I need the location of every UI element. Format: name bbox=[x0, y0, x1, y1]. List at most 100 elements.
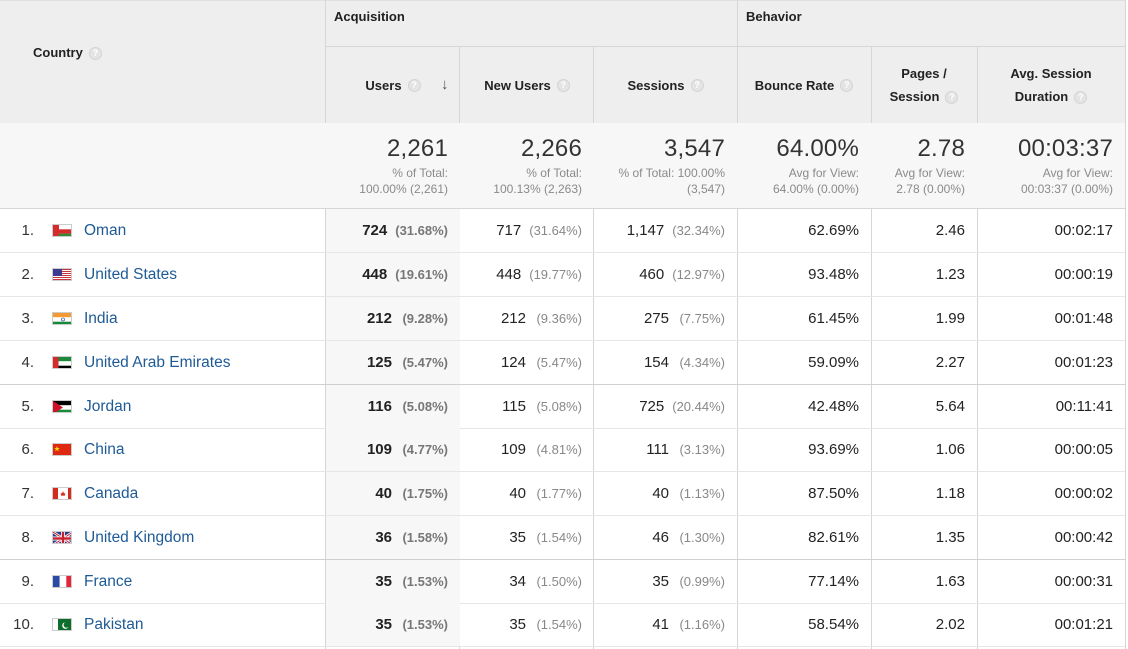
avg-session-duration-column-header[interactable]: Avg. Session Duration? bbox=[977, 47, 1125, 123]
row-rank: 4. bbox=[21, 354, 34, 371]
users-total-detail: 100.00% (2,261) bbox=[359, 182, 448, 196]
sessions-value: 46 bbox=[652, 529, 669, 546]
help-icon[interactable]: ? bbox=[1074, 91, 1088, 105]
us-flag-icon bbox=[52, 268, 72, 281]
new-users-value: 115 bbox=[502, 398, 526, 415]
sessions-percent: (7.75%) bbox=[679, 311, 725, 326]
new-users-percent: (1.50%) bbox=[536, 574, 582, 589]
pages-session-cell: 1.63 bbox=[935, 573, 965, 590]
sessions-value: 111 bbox=[646, 441, 669, 458]
bounce-rate-header-label: Bounce Rate bbox=[754, 77, 835, 93]
avg-duration-total-detail: 00:03:37 (0.00%) bbox=[1020, 182, 1113, 196]
table-row: 5. Jordan 116 (5.08%) 115 (5.08%) 725 (20.44%) 4… bbox=[0, 385, 1125, 429]
country-link[interactable]: France bbox=[84, 573, 133, 590]
users-percent: (19.61%) bbox=[395, 267, 448, 282]
country-column-header[interactable]: Country? bbox=[33, 45, 102, 61]
help-icon[interactable]: ? bbox=[945, 91, 959, 105]
sessions-percent: (3.13%) bbox=[679, 442, 725, 457]
users-cell: 35 (1.53%) bbox=[326, 603, 460, 646]
avg-duration-cell: 00:02:17 bbox=[1054, 222, 1113, 239]
bounce-rate-total-caption: Avg for View: bbox=[788, 166, 859, 180]
new-users-cell: 109 (4.81%) bbox=[460, 428, 594, 471]
sessions-value: 41 bbox=[652, 616, 669, 633]
country-link[interactable]: United Kingdom bbox=[84, 529, 195, 546]
bounce-rate-total-value: 64.00% bbox=[776, 135, 859, 162]
sessions-total-caption: % of Total: 100.00% bbox=[618, 166, 725, 180]
sort-descending-icon[interactable]: ↓ bbox=[441, 76, 449, 93]
country-link[interactable]: United States bbox=[84, 266, 178, 283]
row-rank: 5. bbox=[21, 398, 34, 415]
sessions-column-header[interactable]: Sessions? bbox=[594, 47, 737, 123]
sessions-percent: (4.34%) bbox=[679, 355, 725, 370]
row-rank: 10. bbox=[13, 616, 34, 633]
new-users-value: 448 bbox=[496, 266, 522, 283]
sessions-value: 725 bbox=[639, 398, 665, 415]
help-icon[interactable]: ? bbox=[690, 78, 704, 92]
users-cell: 724 (31.68%) bbox=[326, 209, 460, 252]
country-link[interactable]: Jordan bbox=[84, 398, 132, 415]
new-users-percent: (1.54%) bbox=[536, 530, 582, 545]
new-users-percent: (31.64%) bbox=[529, 223, 582, 238]
new-users-cell: 115 (5.08%) bbox=[460, 385, 594, 428]
bounce-rate-column-header[interactable]: Bounce Rate? bbox=[737, 47, 871, 123]
users-cell: 40 (1.75%) bbox=[326, 472, 460, 515]
help-icon[interactable]: ? bbox=[407, 78, 421, 92]
sessions-cell: 46 (1.30%) bbox=[594, 516, 737, 559]
new-users-column-header[interactable]: New Users? bbox=[460, 47, 594, 123]
row-rank: 2. bbox=[21, 266, 34, 283]
uk-flag-icon bbox=[52, 531, 72, 544]
row-rank: 3. bbox=[21, 310, 34, 327]
users-percent: (1.58%) bbox=[402, 530, 448, 545]
users-cell: 109 (4.77%) bbox=[326, 428, 460, 471]
users-value: 109 bbox=[366, 441, 392, 458]
table-header bbox=[0, 0, 1125, 123]
bounce-rate-cell: 58.54% bbox=[808, 616, 859, 633]
help-icon[interactable]: ? bbox=[556, 78, 570, 92]
users-total-value: 2,261 bbox=[386, 135, 448, 162]
country-link[interactable]: Canada bbox=[84, 485, 139, 502]
pages-session-header-line2: Session bbox=[889, 89, 940, 104]
country-link[interactable]: United Arab Emirates bbox=[84, 354, 231, 371]
bounce-rate-cell: 82.61% bbox=[808, 529, 859, 546]
behavior-group-label: Behavior bbox=[746, 9, 802, 24]
users-value: 212 bbox=[366, 310, 392, 327]
users-total: 2,261 % of Total: 100.00% (2,261) bbox=[326, 123, 460, 209]
avg-duration-total-value: 00:03:37 bbox=[1017, 135, 1113, 162]
bounce-rate-cell: 93.48% bbox=[808, 266, 859, 283]
china-flag-icon bbox=[52, 443, 72, 456]
totals-row bbox=[0, 123, 1125, 209]
new-users-value: 212 bbox=[500, 310, 526, 327]
new-users-percent: (4.81%) bbox=[536, 442, 582, 457]
users-column-header[interactable]: Users? bbox=[326, 47, 460, 123]
bounce-rate-total: 64.00% Avg for View: 64.00% (0.00%) bbox=[737, 123, 871, 209]
bounce-rate-cell: 61.45% bbox=[808, 310, 859, 327]
help-icon[interactable]: ? bbox=[88, 47, 102, 61]
pages-session-cell: 1.06 bbox=[935, 441, 965, 458]
bounce-rate-cell: 59.09% bbox=[808, 354, 859, 371]
users-value: 125 bbox=[366, 354, 392, 371]
users-cell: 212 (9.28%) bbox=[326, 297, 460, 340]
country-link[interactable]: Oman bbox=[84, 222, 127, 239]
sessions-value: 35 bbox=[652, 573, 669, 590]
sessions-cell: 35 (0.99%) bbox=[594, 560, 737, 603]
users-value: 35 bbox=[375, 573, 392, 590]
pages-session-column-header[interactable]: Pages / Session? bbox=[871, 47, 977, 123]
table-row: 9. France 35 (1.53%) 34 (1.50%) 35 (0.99%) 77.14… bbox=[0, 560, 1125, 604]
country-link[interactable]: Pakistan bbox=[84, 616, 144, 633]
help-icon[interactable]: ? bbox=[840, 78, 854, 92]
country-header-label: Country bbox=[33, 45, 83, 60]
country-link[interactable]: China bbox=[84, 441, 125, 458]
sessions-percent: (1.16%) bbox=[679, 617, 725, 632]
country-link[interactable]: India bbox=[84, 310, 118, 327]
new-users-percent: (5.08%) bbox=[536, 399, 582, 414]
new-users-cell: 35 (1.54%) bbox=[460, 603, 594, 646]
avg-duration-total-caption: Avg for View: bbox=[1042, 166, 1113, 180]
pakistan-flag-icon bbox=[52, 618, 72, 631]
sessions-percent: (20.44%) bbox=[672, 399, 725, 414]
users-value: 448 bbox=[362, 266, 388, 283]
table-row: 2. United States 448 (19.61%) 448 (19.77%) 460… bbox=[0, 253, 1125, 297]
new-users-value: 35 bbox=[509, 616, 526, 633]
oman-flag-icon bbox=[52, 224, 72, 237]
table-row: 8. United Kingdom 36 (1.58%) 35 (1.54%) 46 (1.3… bbox=[0, 516, 1125, 560]
